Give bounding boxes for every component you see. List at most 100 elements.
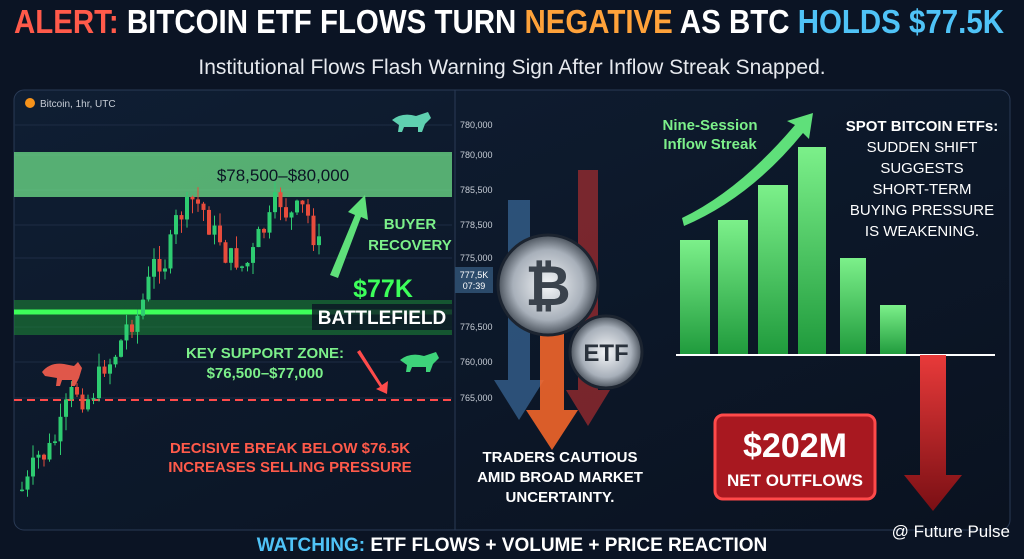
note: AMID BROAD MARKET (477, 469, 643, 486)
up-arrow (330, 195, 368, 278)
axis-label: 765,000 (460, 393, 493, 403)
candle-body (179, 215, 184, 220)
down-arrow (357, 350, 388, 394)
etf-line: SUDDEN SHIFT (867, 139, 978, 156)
warning: DECISIVE BREAK BELOW $76.5K (170, 440, 410, 457)
price-tag (455, 267, 493, 293)
flow-bar (840, 258, 866, 355)
candle-body (163, 268, 167, 272)
etf-line: SHORT-TERM (873, 181, 972, 198)
candle-body (300, 200, 305, 205)
candle-body (229, 248, 233, 263)
candle-body (251, 247, 255, 263)
axis-label: 760,000 (460, 357, 493, 367)
candle-body (212, 225, 217, 235)
candle-body (130, 324, 134, 332)
candle-body (53, 441, 57, 443)
axis-label: 785,500 (460, 185, 493, 195)
candle-body (295, 200, 299, 213)
flow-bar (880, 305, 906, 355)
candle-body (278, 192, 283, 208)
streak-arrow (682, 113, 813, 226)
outflow-label: NET OUTFLOWS (727, 471, 863, 490)
flow-bar (798, 147, 826, 355)
bitcoin-symbol: ₿ (525, 254, 571, 317)
outflow-amount: $202M (743, 427, 847, 465)
symbol: Bitcoin, 1hr, UTC (40, 99, 116, 110)
etf-line: IS WEAKENING. (865, 223, 979, 240)
buyer-recovery: BUYER (384, 216, 437, 233)
axis-label: 780,000 (460, 150, 493, 160)
etf-label: ETF (583, 340, 628, 367)
candle-body (25, 476, 30, 490)
battlefield: BATTLEFIELD (318, 308, 446, 329)
candle-body (190, 196, 195, 200)
note: UNCERTAINTY. (506, 489, 615, 506)
candle-body (75, 386, 79, 395)
candle-body (69, 386, 74, 400)
bitcoin-coin (496, 233, 600, 337)
flow-bar (718, 220, 748, 355)
candle-body (311, 215, 316, 246)
candle-body (97, 366, 101, 399)
current-price: 777,5K (460, 270, 489, 280)
timer: 07:39 (463, 281, 486, 291)
candle-body (289, 212, 294, 218)
orange-arrow (526, 260, 578, 450)
etf-text: SUDDEN SHIFT SUGGESTS SHORT-TERM BUYING PRE… (850, 139, 994, 240)
outflow-bar (904, 355, 962, 511)
candle-body (124, 324, 129, 341)
etf-line: BUYING PRESSURE (850, 202, 994, 219)
candle-body (20, 489, 24, 492)
bear-icon (42, 362, 82, 386)
candle-body (86, 399, 90, 410)
battlefield-price: $77K (353, 275, 413, 303)
candle-body (168, 234, 173, 269)
outflow-box (713, 413, 877, 501)
support-label: KEY SUPPORT ZONE: (186, 345, 344, 362)
watermark: @ Future Pulse (892, 522, 1010, 541)
streak: Nine-Session (662, 117, 757, 134)
candle-body (234, 248, 239, 268)
candle-body (201, 203, 206, 210)
candle-body (306, 204, 310, 216)
candle-body (256, 228, 261, 248)
candle-body (47, 442, 52, 460)
bull-icon (392, 112, 431, 132)
candle-body (113, 356, 118, 365)
candle-body (267, 212, 272, 233)
candle-body (42, 454, 46, 460)
resistance-label: $78,500–$80,000 (217, 166, 349, 185)
footer: WATCHING: ETF FLOWS + VOLUME + PRICE REA… (257, 535, 768, 556)
battlefield-bg (312, 304, 452, 330)
etf-heading: SPOT BITCOIN ETFs: (846, 118, 999, 135)
candle-body (196, 199, 200, 204)
candle-body (36, 454, 41, 458)
candle-body (119, 340, 123, 357)
warning: INCREASES SELLING PRESSURE (168, 459, 411, 476)
candle-body (157, 259, 162, 272)
axis-label: 776,500 (460, 322, 493, 332)
axis-label: 778,500 (460, 220, 493, 230)
candle-body (262, 228, 266, 233)
axis-label: 775,000 (460, 253, 493, 263)
candle-body (91, 398, 96, 400)
coin-dot (25, 98, 35, 108)
candle-body (135, 315, 140, 332)
candle-body (141, 299, 145, 316)
flow-bar (680, 240, 710, 355)
title: ALERT: BITCOIN ETF FLOWS TURN NEGATIVE A… (14, 3, 1004, 40)
candle-body (223, 242, 228, 263)
candle-body (185, 196, 189, 220)
candle-body (58, 416, 63, 442)
axis-label: 780,000 (460, 120, 493, 130)
bull-icon (400, 352, 439, 372)
buyer-recovery: RECOVERY (368, 237, 452, 254)
candle-body (174, 215, 178, 235)
candle-body (273, 192, 277, 213)
candle-body (317, 236, 321, 246)
note: TRADERS CAUTIOUS (482, 449, 637, 466)
candle-body (64, 399, 68, 417)
